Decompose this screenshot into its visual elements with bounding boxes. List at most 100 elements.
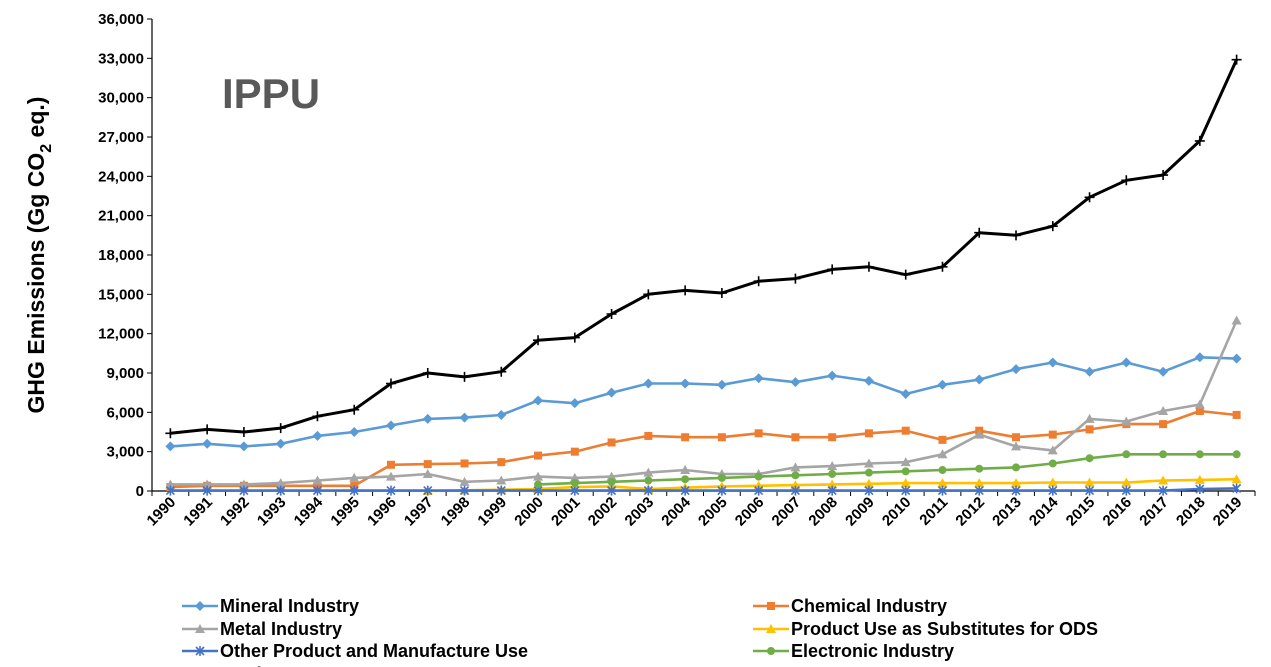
data-point [1084,477,1095,487]
data-point [1047,357,1058,368]
data-point [790,485,800,496]
data-point [1084,366,1095,377]
data-point [312,485,323,496]
data-point [1158,475,1169,485]
data-point [864,485,874,496]
data-point [681,433,690,442]
data-point [570,485,580,496]
data-point [1121,357,1132,368]
data-point [496,366,507,377]
data-point [422,468,433,478]
series-line [170,320,1238,486]
data-point [275,438,286,449]
data-point [717,473,726,482]
series-line [170,58,1238,435]
data-point [974,374,985,385]
data-point [1231,474,1242,484]
data-point [937,449,948,459]
data-point [1121,477,1132,487]
data-point [1231,353,1242,364]
data-point [1012,463,1021,472]
legend-item: Product Use as Substitutes for ODS [753,619,1098,639]
data-point [790,377,801,388]
data-point [239,485,249,496]
data-point [165,428,176,439]
data-point [496,409,507,420]
data-point [1159,450,1168,459]
series-total-co2-eq [165,54,1242,439]
x-tick-label: 2017 [1136,494,1172,530]
data-point [202,485,212,496]
data-point [1158,170,1169,181]
data-point [1231,54,1242,65]
x-tick-label: 2000 [511,494,547,530]
x-tick-label: 1995 [327,494,363,530]
data-point [864,429,873,438]
data-point [900,457,911,467]
data-point [349,404,360,415]
data-point [238,441,249,452]
data-point [1085,454,1094,463]
data-point [386,460,395,469]
data-point [1047,477,1058,487]
data-point [1121,485,1131,496]
data-point [459,412,470,423]
data-point [202,479,213,489]
legend-label: Product Use as Substitutes for ODS [791,619,1098,639]
data-point [570,479,579,488]
data-point [643,378,654,389]
data-point [1048,459,1057,468]
x-tick-label: 2013 [989,494,1025,530]
legend-marker [195,601,205,611]
x-tick-label: 2008 [805,494,841,530]
data-point [1158,406,1169,416]
data-point [1232,483,1242,494]
data-point [1122,450,1131,459]
data-point [790,462,801,472]
x-tick-label: 2001 [548,494,584,530]
data-point [606,471,617,481]
data-point [937,261,948,272]
series-line [170,487,1237,492]
data-point [1158,366,1169,377]
data-point [165,479,176,489]
y-tick-label: 6,000 [106,404,144,421]
legend-label: Chemical Industry [791,596,947,616]
legend-label: Electronic Industry [791,641,954,661]
data-point [791,433,800,442]
series-group [165,54,1242,496]
legend-item: Chemical Industry [753,596,947,616]
y-tick-label: 27,000 [98,129,144,146]
y-tick-label: 15,000 [98,286,144,303]
y-tick-label: 3,000 [106,444,144,461]
data-point [422,413,433,424]
data-point [1159,420,1168,429]
data-point [1195,450,1204,459]
data-point [533,471,544,481]
data-point [827,370,838,381]
data-point [900,388,911,399]
series-electronic-industry [534,450,1241,489]
data-point [827,479,838,489]
data-point [680,485,690,496]
data-point [1194,474,1205,484]
y-tick-label: 0 [136,483,144,500]
data-point [1121,416,1132,426]
x-tick-label: 2010 [879,494,915,530]
data-point [238,427,249,437]
data-point [349,485,359,496]
series-other-product-and-manufacture-use [165,483,1242,496]
data-point [569,472,580,482]
x-tick-label: 2007 [769,494,805,530]
x-tick-label: 1991 [180,494,216,530]
legend-item: Metal Industry [182,619,342,639]
data-point [1011,485,1021,496]
data-point [460,459,469,468]
data-point [497,458,506,467]
data-point [1085,425,1094,434]
data-point [827,264,838,275]
legend-marker [766,624,776,633]
series-mineral-industry [165,352,1242,452]
x-tick-label: 2014 [1026,493,1062,529]
data-point [754,472,763,481]
